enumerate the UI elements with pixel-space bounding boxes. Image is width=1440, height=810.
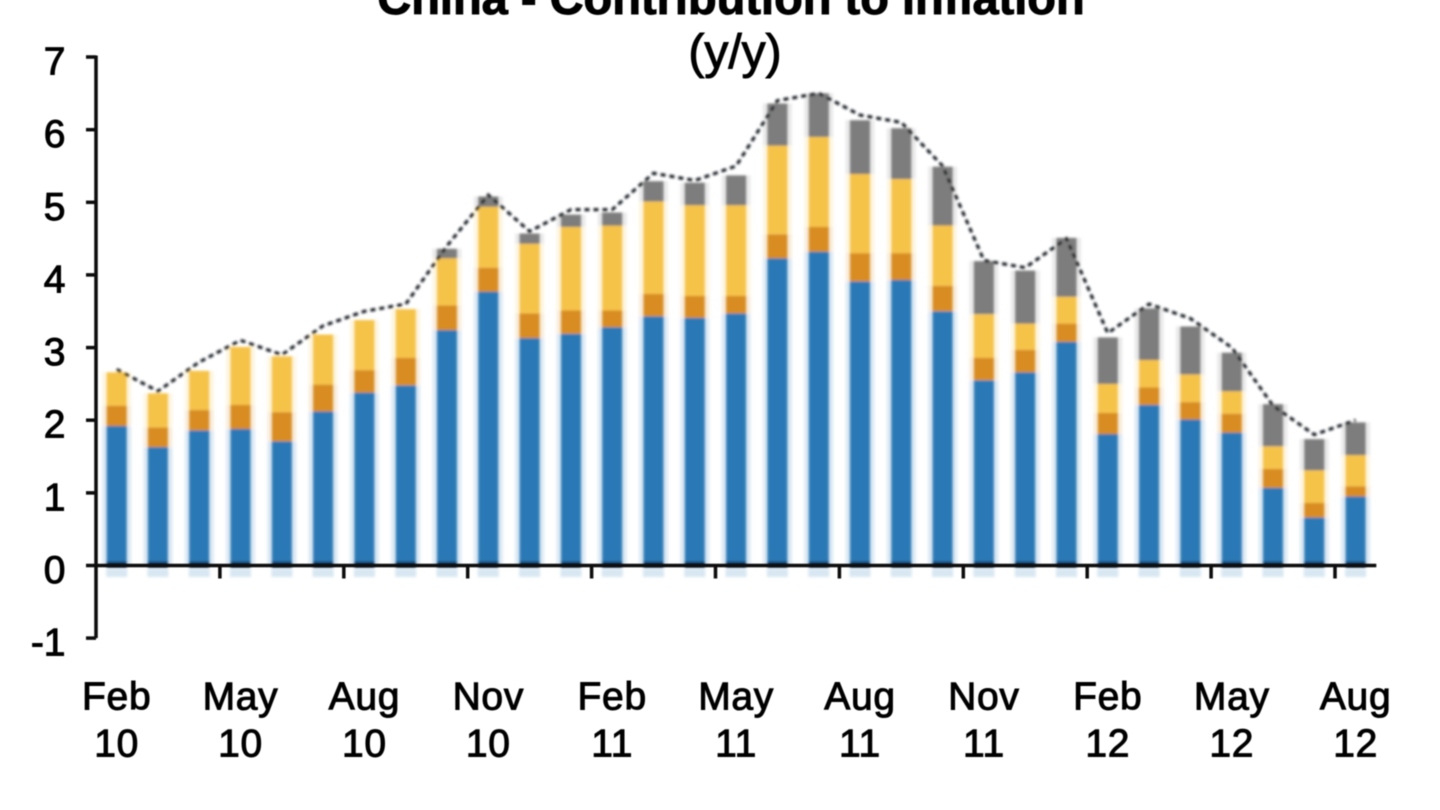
svg-text:2: 2 (44, 404, 66, 447)
svg-text:10: 10 (342, 723, 387, 766)
svg-text:Nov: Nov (453, 676, 524, 719)
svg-text:11: 11 (839, 723, 881, 766)
svg-text:7: 7 (44, 41, 66, 84)
svg-text:12: 12 (1085, 723, 1130, 766)
svg-text:Feb: Feb (1073, 676, 1142, 719)
svg-text:May: May (698, 676, 774, 719)
svg-text:3: 3 (44, 331, 66, 374)
svg-text:10: 10 (218, 723, 263, 766)
svg-text:Feb: Feb (82, 676, 151, 719)
svg-text:12: 12 (1209, 723, 1254, 766)
svg-text:1: 1 (44, 476, 66, 519)
svg-text:Aug: Aug (329, 676, 401, 719)
svg-text:China - Contribution to inflat: China - Contribution to inflation (377, 0, 1084, 24)
svg-text:Feb: Feb (578, 676, 647, 719)
svg-text:0: 0 (44, 549, 66, 592)
svg-text:-1: -1 (31, 622, 66, 665)
svg-text:6: 6 (44, 113, 66, 156)
svg-text:4: 4 (44, 258, 66, 301)
svg-text:Nov: Nov (948, 676, 1019, 719)
svg-text:12: 12 (1333, 723, 1378, 766)
svg-text:11: 11 (963, 723, 1005, 766)
svg-text:Aug: Aug (824, 676, 896, 719)
svg-text:10: 10 (466, 723, 511, 766)
svg-text:Aug: Aug (1320, 676, 1392, 719)
svg-text:5: 5 (44, 186, 66, 229)
svg-text:11: 11 (591, 723, 633, 766)
svg-text:11: 11 (715, 723, 757, 766)
svg-text:May: May (1194, 676, 1270, 719)
svg-text:10: 10 (94, 723, 139, 766)
svg-text:May: May (203, 676, 279, 719)
svg-text:(y/y): (y/y) (688, 26, 781, 79)
